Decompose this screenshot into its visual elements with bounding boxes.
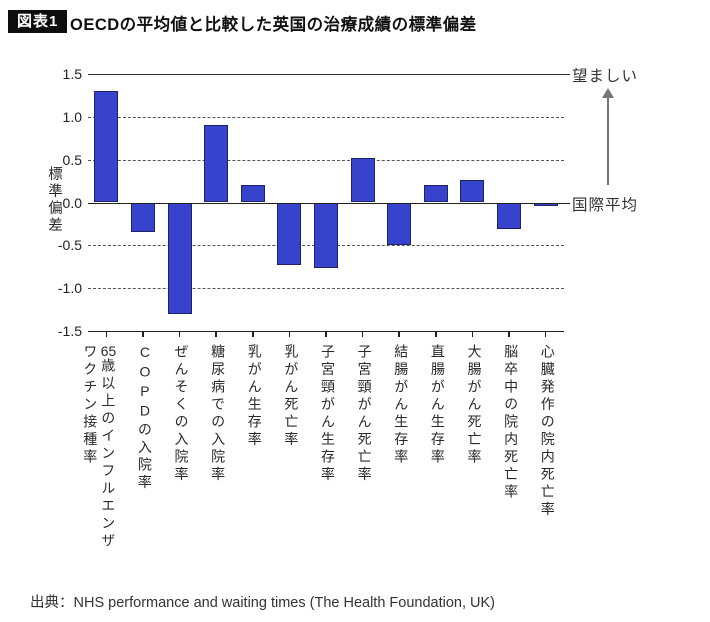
x-tick — [178, 331, 181, 337]
bar — [497, 202, 522, 230]
desirable-direction-arrow — [607, 97, 609, 185]
bar — [277, 202, 302, 266]
x-tick — [252, 331, 254, 337]
y-tick-label: 0.5 — [62, 151, 82, 168]
y-axis-title: 標準偏差 — [46, 166, 62, 234]
category-label: 直腸がん生存率 — [429, 344, 446, 467]
source-note: 出典：NHS performance and waiting times (Th… — [30, 595, 495, 611]
x-tick — [544, 331, 547, 337]
annotation-international-average: 国際平均 — [572, 197, 639, 214]
y-tick-label: -1.0 — [57, 280, 82, 297]
gridline — [88, 116, 564, 118]
category-label: 大腸がん死亡率 — [466, 344, 483, 467]
y-tick-label: -0.5 — [57, 237, 82, 254]
category-label: 糖尿病での入院率 — [210, 344, 227, 484]
bar — [423, 184, 448, 203]
x-tick — [398, 331, 400, 337]
bar — [240, 185, 265, 203]
category-label: 子宮頸がん死亡率 — [356, 344, 373, 484]
x-tick — [435, 331, 437, 337]
y-tick-label: 1.5 — [62, 66, 82, 82]
category-label: 乳がん死亡率 — [283, 344, 300, 449]
x-tick — [508, 331, 510, 337]
bar — [314, 202, 338, 269]
bar — [167, 202, 192, 314]
x-tick — [471, 331, 474, 337]
y-tick-label: -1.5 — [57, 323, 82, 339]
arrow-up-icon — [602, 88, 614, 98]
category-label: 子宮頸がん生存率 — [320, 344, 336, 484]
bar — [460, 180, 485, 203]
x-tick — [142, 331, 144, 337]
x-tick — [215, 331, 217, 337]
top-frame-line — [88, 74, 570, 75]
category-label: ぜんそくの入院率 — [173, 344, 190, 484]
bar — [350, 157, 375, 203]
x-tick — [325, 331, 327, 337]
category-label: 心臓発作の院内死亡率 — [539, 344, 556, 519]
category-label: 乳がん生存率 — [246, 344, 263, 449]
bar — [387, 202, 412, 246]
gridline — [88, 288, 564, 290]
bar — [94, 91, 119, 203]
category-label: COPDの入院率 — [136, 344, 153, 492]
category-label: 65歳以上のインフルエンザ ワクチン接種率 — [82, 344, 117, 551]
bar — [130, 202, 155, 233]
x-tick — [361, 331, 364, 337]
category-label: 脳卒中の院内死亡率 — [503, 344, 520, 502]
category-label: 結腸がん生存率 — [393, 344, 410, 467]
bar — [204, 125, 229, 203]
zero-line — [88, 202, 570, 204]
y-tick-label: 0.0 — [62, 194, 82, 211]
y-tick-label: 1.0 — [62, 108, 82, 125]
figure-badge: 図表1 — [8, 10, 68, 33]
x-tick — [105, 331, 108, 337]
gridline — [88, 159, 564, 161]
annotation-desirable: 望ましい — [572, 68, 639, 85]
figure-title: OECDの平均値と比較した英国の治療成績の標準偏差 — [70, 16, 477, 34]
x-tick — [288, 331, 291, 337]
